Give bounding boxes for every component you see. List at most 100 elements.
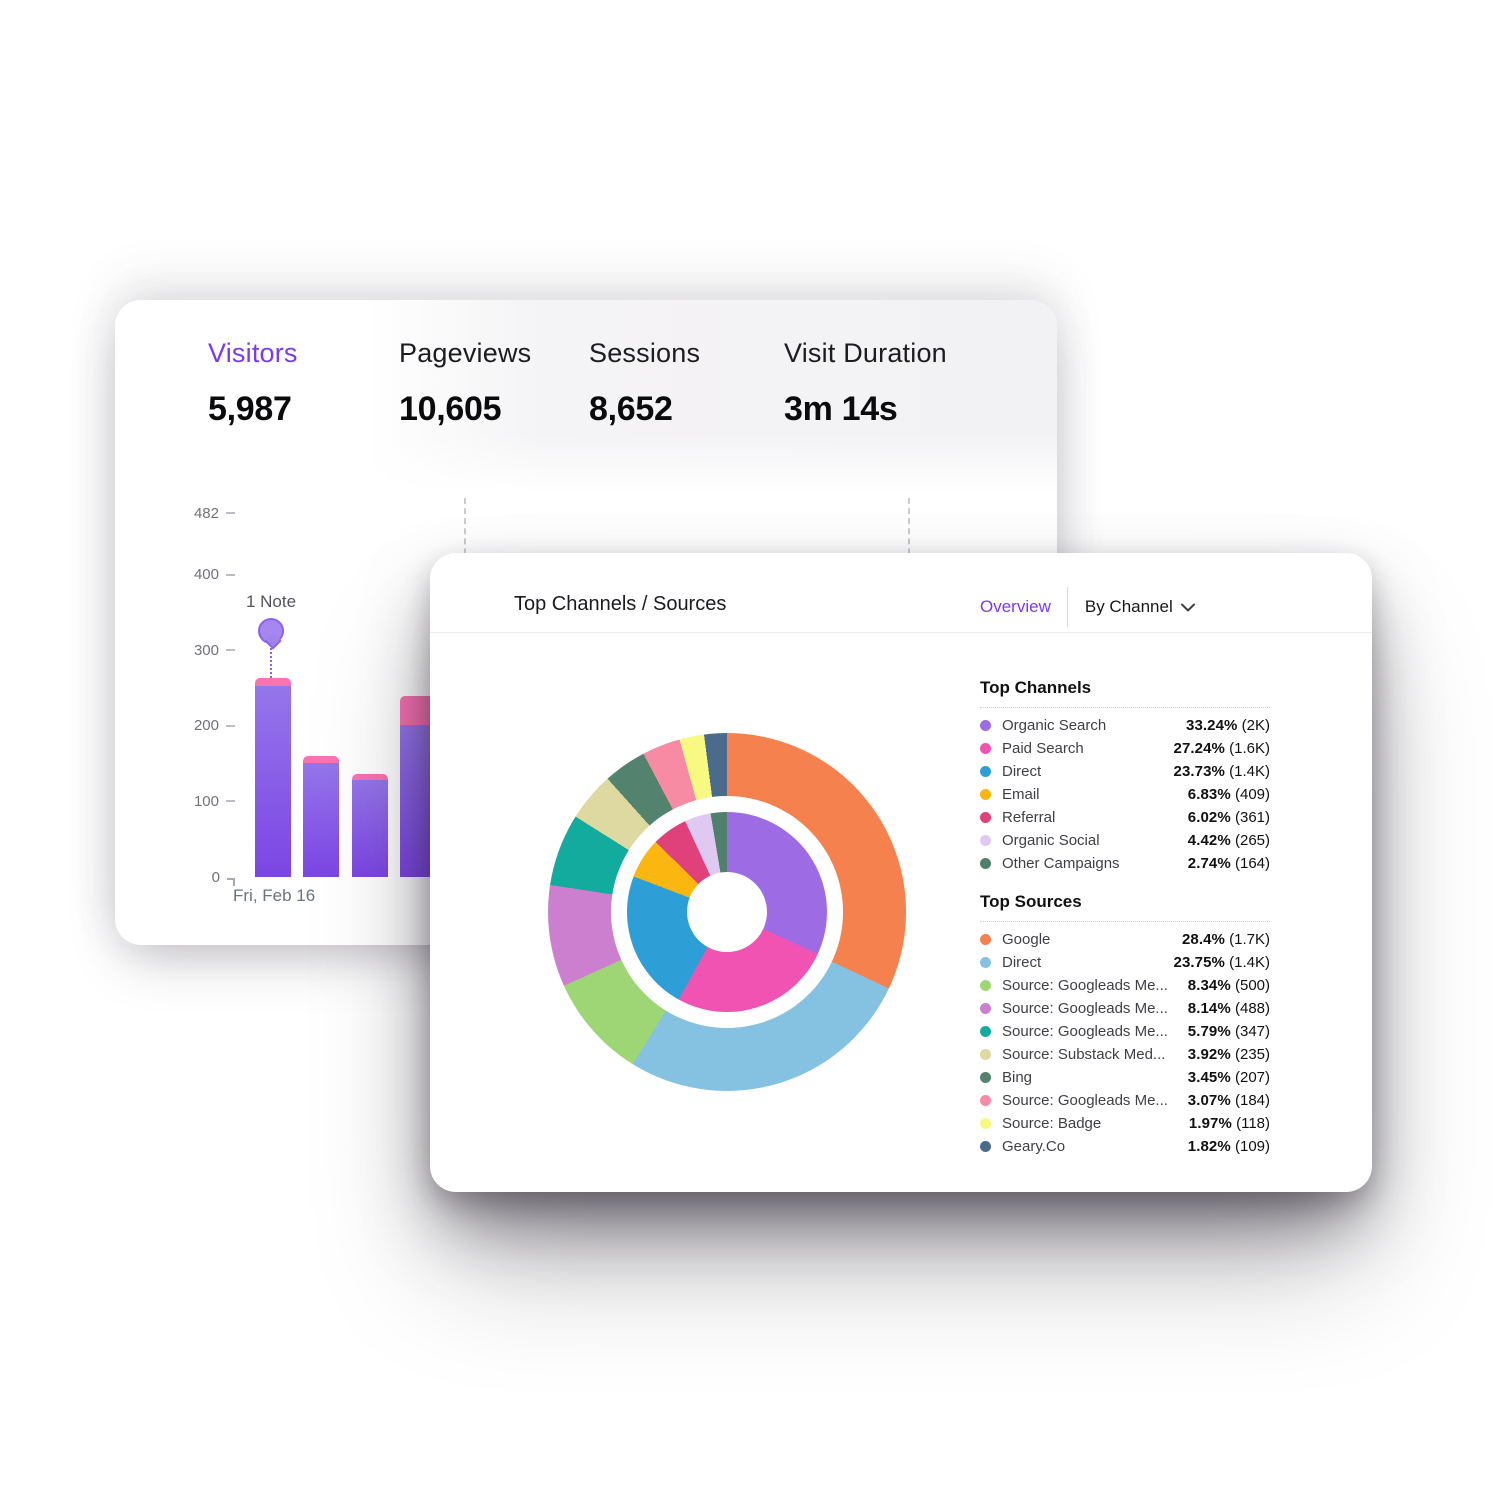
legend-label: Bing — [1002, 1069, 1033, 1086]
legend-dot — [980, 1026, 991, 1037]
bar-segment-pink — [351, 774, 388, 780]
legend-value: 28.4% (1.7K) — [1181, 931, 1270, 948]
legend-value: 1.82% (109) — [1187, 1138, 1270, 1155]
legend-label: Other Campaigns — [1002, 855, 1120, 872]
legend-dot — [980, 1095, 991, 1106]
note-pin-icon[interactable] — [258, 618, 284, 644]
legend-label: Organic Search — [1002, 717, 1107, 734]
legend-value: 27.24% (1.6K) — [1173, 740, 1271, 757]
list-item[interactable]: Source: Googleads Me... 3.07% (184) — [980, 1089, 1270, 1112]
metric-tab-visit-duration[interactable]: Visit Duration 3m 14s — [784, 338, 947, 429]
legend-label: Paid Search — [1002, 740, 1084, 757]
legend-value: 33.24% (2K) — [1186, 717, 1270, 734]
legend-label: Referral — [1002, 809, 1056, 826]
legend-dot — [980, 720, 991, 731]
metric-value: 3m 14s — [784, 390, 898, 428]
legend-value: 2.74% (164) — [1187, 855, 1270, 872]
list-item[interactable]: Organic Social 4.42% (265) — [980, 829, 1270, 852]
list-item[interactable]: Source: Googleads Me... 8.34% (500) — [980, 974, 1270, 997]
metrics-strip — [115, 300, 1057, 492]
list-item[interactable]: Geary.Co 1.82% (109) — [980, 1135, 1270, 1158]
legend-label: Source: Googleads Me... — [1002, 1000, 1168, 1017]
channels-sources-card: Top Channels / Sources Overview By Chann… — [430, 553, 1372, 1192]
list-item[interactable]: Referral 6.02% (361) — [980, 806, 1270, 829]
legend-dot — [980, 934, 991, 945]
y-axis-tick: 400 — [145, 565, 235, 585]
legend-dot — [980, 1003, 991, 1014]
legend-dot — [980, 766, 991, 777]
list-item[interactable]: Bing 3.45% (207) — [980, 1066, 1270, 1089]
legend-label: Direct — [1002, 954, 1042, 971]
legend-value: 4.42% (265) — [1187, 832, 1270, 849]
metrics-row: Visitors 5,987 Pageviews 10,605 Sessions 8,65… — [115, 300, 1057, 490]
top-sources-heading: Top Sources — [980, 892, 1270, 922]
metric-tab-visitors[interactable]: Visitors 5,987 — [208, 338, 298, 429]
legend-label: Organic Social — [1002, 832, 1100, 849]
by-channel-label: By Channel — [1084, 597, 1173, 616]
list-item[interactable]: Paid Search 27.24% (1.6K) — [980, 737, 1270, 760]
top-channels-list: Top Channels Organic Search 33.24% (2K) Pa… — [980, 678, 1270, 875]
legend-value: 3.92% (235) — [1187, 1046, 1270, 1063]
y-axis-tick: 200 — [145, 716, 235, 736]
metric-label: Visit Duration — [784, 338, 947, 368]
legend-dot — [980, 789, 991, 800]
note-label: 1 Note — [245, 592, 297, 611]
legend-dot — [980, 957, 991, 968]
legend-label: Source: Substack Med... — [1002, 1046, 1166, 1063]
legend-value: 23.73% (1.4K) — [1173, 763, 1271, 780]
y-axis-tick: 300 — [145, 640, 235, 660]
metric-label: Visitors — [208, 338, 298, 368]
list-item[interactable]: Source: Googleads Me... 8.14% (488) — [980, 997, 1270, 1020]
legend-dot — [980, 858, 991, 869]
y-axis-tick: 482 — [145, 503, 235, 523]
legend-dot — [980, 1072, 991, 1083]
metric-value: 8,652 — [589, 390, 673, 428]
note-stem — [270, 648, 272, 678]
bar-segment-purple — [351, 780, 388, 877]
list-item[interactable]: Google 28.4% (1.7K) — [980, 928, 1270, 951]
metric-tab-pageviews[interactable]: Pageviews 10,605 — [399, 338, 531, 429]
list-item[interactable]: Source: Substack Med... 3.92% (235) — [980, 1043, 1270, 1066]
top-sources-rows: Google 28.4% (1.7K) Direct 23.75% (1.4K) Sou… — [980, 928, 1270, 1158]
overview-link[interactable]: Overview — [980, 597, 1051, 616]
header-rule — [430, 632, 1372, 633]
card-title: Top Channels / Sources — [514, 593, 727, 615]
y-axis-tick: 100 — [145, 791, 235, 811]
legend-label: Google — [1002, 931, 1051, 948]
legend-value: 8.14% (488) — [1187, 1000, 1270, 1017]
chevron-down-icon — [1180, 603, 1195, 611]
legend-label: Source: Badge — [1002, 1115, 1102, 1132]
bar-group[interactable] — [255, 678, 291, 877]
legend-label: Source: Googleads Me... — [1002, 1092, 1168, 1109]
card-header-controls: Overview By Channel — [980, 587, 1195, 627]
legend-value: 5.79% (347) — [1187, 1023, 1270, 1040]
legend-dot — [980, 835, 991, 846]
list-item[interactable]: Direct 23.75% (1.4K) — [980, 951, 1270, 974]
legend-label: Source: Googleads Me... — [1002, 977, 1168, 994]
bar-group[interactable] — [351, 774, 388, 877]
list-item[interactable]: Source: Badge 1.97% (118) — [980, 1112, 1270, 1135]
bar-group[interactable] — [303, 756, 340, 877]
list-item[interactable]: Other Campaigns 2.74% (164) — [980, 852, 1270, 875]
legend-label: Source: Googleads Me... — [1002, 1023, 1168, 1040]
legend-label: Direct — [1002, 763, 1042, 780]
metric-value: 10,605 — [399, 390, 502, 428]
y-axis-tick: 0 — [145, 867, 235, 887]
top-sources-list: Top Sources Google 28.4% (1.7K) Direct 23.7… — [980, 892, 1270, 1158]
legend-dot — [980, 1118, 991, 1129]
list-item[interactable]: Direct 23.73% (1.4K) — [980, 760, 1270, 783]
legend-value: 6.02% (361) — [1187, 809, 1270, 826]
legend-value: 3.07% (184) — [1187, 1092, 1270, 1109]
list-item[interactable]: Organic Search 33.24% (2K) — [980, 714, 1270, 737]
top-channels-rows: Organic Search 33.24% (2K) Paid Search 27.2… — [980, 714, 1270, 875]
by-channel-dropdown[interactable]: By Channel — [1085, 597, 1195, 617]
list-item[interactable]: Email 6.83% (409) — [980, 783, 1270, 806]
metric-tab-sessions[interactable]: Sessions 8,652 — [589, 338, 700, 429]
legend-value: 1.97% (118) — [1188, 1115, 1270, 1132]
legend-value: 23.75% (1.4K) — [1173, 954, 1271, 971]
donut-hole — [687, 872, 767, 952]
metric-label: Sessions — [589, 338, 701, 368]
header-divider — [1066, 587, 1068, 627]
bar-segment-pink — [303, 756, 340, 763]
list-item[interactable]: Source: Googleads Me... 5.79% (347) — [980, 1020, 1270, 1043]
